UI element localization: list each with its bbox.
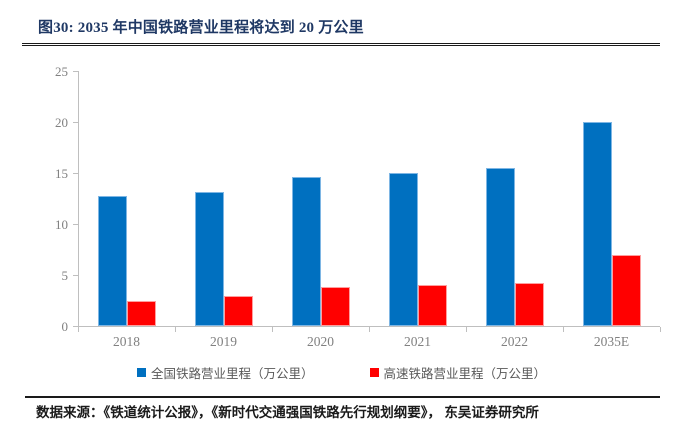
- bar-national-2020: [291, 177, 321, 326]
- bar-highspeed-2020: [320, 287, 350, 326]
- x-axis-tick: [466, 327, 467, 332]
- legend-item-national-railway: 全国铁路营业里程（万公里）: [136, 363, 314, 382]
- bar-highspeed-2021: [417, 285, 447, 326]
- bar-national-2022: [485, 167, 515, 326]
- legend-label-highspeed-railway: 高速铁路营业里程（万公里）: [383, 367, 547, 381]
- legend-item-highspeed-railway: 高速铁路营业里程（万公里）: [369, 363, 547, 382]
- y-axis-tick: [73, 71, 78, 72]
- y-axis-tick-label: 5: [61, 267, 69, 283]
- x-axis-tick: [660, 327, 661, 332]
- x-axis-tick: [563, 327, 564, 332]
- x-axis-label-2022: 2022: [501, 334, 528, 349]
- y-axis-tick: [73, 275, 78, 276]
- y-axis-tick: [73, 173, 78, 174]
- y-axis-tick-label: 25: [55, 63, 68, 79]
- y-axis-line: [78, 71, 79, 326]
- x-axis-label-2019: 2019: [210, 334, 237, 349]
- y-axis-tick: [73, 224, 78, 225]
- x-axis-label-2018: 2018: [113, 334, 140, 349]
- bar-national-2021: [388, 173, 418, 326]
- y-axis-tick-label: 0: [61, 318, 69, 334]
- x-axis-label-2035E: 2035E: [593, 334, 630, 349]
- y-axis-tick: [73, 122, 78, 123]
- x-axis-tick: [78, 327, 79, 332]
- legend-label-national-railway: 全国铁路营业里程（万公里）: [150, 367, 314, 381]
- y-axis-tick-label: 20: [55, 114, 68, 130]
- x-axis-tick: [369, 327, 370, 332]
- bar-highspeed-2022: [514, 283, 544, 326]
- x-axis-tick: [272, 327, 273, 332]
- footer-divider-line: [25, 396, 660, 398]
- x-axis-line: [78, 326, 660, 327]
- x-axis-label-2021: 2021: [404, 334, 431, 349]
- title-divider-line: [22, 43, 660, 46]
- bar-national-2019: [194, 192, 224, 326]
- figure-title: 图30: 2035 年中国铁路营业里程将达到 20 万公里: [38, 20, 364, 36]
- y-axis-tick-label: 10: [55, 216, 68, 232]
- data-source-note: 数据来源：《铁道统计公报》，《新时代交通强国铁路先行规划纲要》， 东吴证券研究所: [36, 405, 539, 420]
- x-axis-tick: [175, 327, 176, 332]
- bar-highspeed-2019: [223, 296, 253, 326]
- legend-swatch-red: [369, 368, 379, 377]
- bar-national-2035E: [582, 122, 612, 326]
- x-axis-label-2020: 2020: [307, 334, 334, 349]
- bar-highspeed-2035E: [611, 254, 641, 326]
- bar-highspeed-2018: [126, 300, 156, 326]
- chart-legend: 全国铁路营业里程（万公里） 高速铁路营业里程（万公里）: [0, 363, 683, 382]
- y-axis-tick: [73, 326, 78, 327]
- y-axis-tick-label: 15: [55, 165, 68, 181]
- bar-national-2018: [97, 196, 127, 326]
- legend-swatch-blue: [136, 368, 146, 377]
